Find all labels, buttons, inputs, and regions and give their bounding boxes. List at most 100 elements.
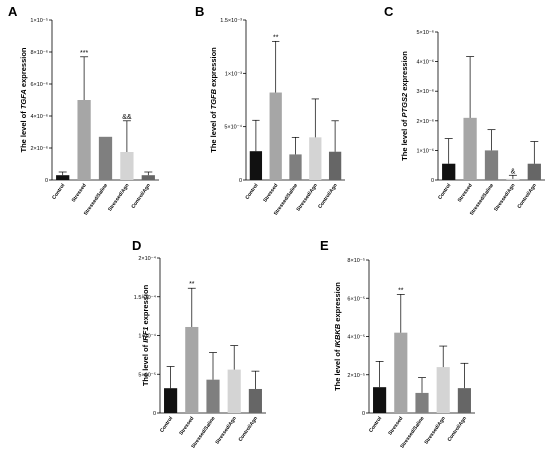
panel-letter: E <box>320 238 329 253</box>
bar-stressed <box>394 332 408 413</box>
y-tick-label: 8×10⁻⁶ <box>30 49 48 56</box>
significance-label: & <box>511 168 516 175</box>
y-axis-title-gene: IKBKB <box>333 323 342 347</box>
bar-control <box>442 163 456 180</box>
y-axis-title: The level of PTGS2 expression <box>400 51 409 161</box>
panel-letter: D <box>132 238 141 253</box>
y-axis-title-gene: PTGS2 <box>400 92 409 117</box>
x-category-label: Control/Agn <box>447 416 468 443</box>
significance-label: *** <box>80 50 88 57</box>
x-category-label: Control/Agn <box>317 183 338 210</box>
y-tick-label: 2×10⁻⁴ <box>138 255 156 262</box>
x-category-label: Stressed/Agn <box>423 416 446 446</box>
y-tick-label: 2×10⁻⁶ <box>416 118 434 125</box>
x-category-label: Stressed/Agn <box>296 183 319 213</box>
y-axis-title-gene: TGFA <box>19 89 28 109</box>
bar-control-agn <box>328 151 342 180</box>
y-tick-label: 6×10⁻⁶ <box>30 81 48 88</box>
bar-stressed <box>269 92 282 180</box>
significance-label: ** <box>398 287 404 294</box>
bar-control-agn <box>248 388 262 413</box>
y-axis-title-prefix: The level of <box>400 117 409 160</box>
y-tick-label: 0 <box>362 411 365 417</box>
y-tick-label: 1×10⁻⁵ <box>30 17 48 24</box>
y-tick-label: 2×10⁻⁵ <box>347 372 365 379</box>
bar-stressed-agn <box>309 137 322 180</box>
x-category-label: Control <box>244 182 259 201</box>
significance-label: && <box>122 114 132 121</box>
bar-stressed-agn <box>227 369 241 413</box>
significance-label: ** <box>273 34 279 41</box>
bar-control <box>164 388 178 413</box>
bar-control-agn <box>141 175 155 180</box>
y-axis-title: The level of TGFB expression <box>209 47 218 153</box>
y-tick-label: 0 <box>239 178 242 184</box>
y-tick-label: 4×10⁻⁵ <box>347 334 365 341</box>
x-category-label: Stressed/Saline <box>469 183 495 217</box>
x-category-label: Stressed/Saline <box>83 183 109 217</box>
bar-stressed <box>463 117 477 180</box>
x-category-label: Stressed <box>457 183 474 204</box>
y-tick-label: 1.5×10⁻⁴ <box>134 294 157 301</box>
y-axis-title-suffix: expression <box>141 284 150 326</box>
chart-panel-d: D The level of IRF1 expression 0 5×10⁻⁵ 1×10… <box>132 238 266 450</box>
bar-stressed-agn <box>506 178 520 180</box>
panel-letter: A <box>8 4 18 19</box>
bar-stressed <box>77 100 91 180</box>
y-tick-label: 5×10⁻⁴ <box>224 124 242 131</box>
y-axis-title-suffix: expression <box>333 282 342 324</box>
y-axis-title-suffix: expression <box>19 47 28 89</box>
x-category-label: Control/Agn <box>130 183 151 210</box>
y-axis-title-gene: TGFB <box>209 88 218 109</box>
chart-panel-a: A The level of TGFA expression 0 2×10⁻⁶ 4×10… <box>8 4 159 217</box>
y-axis-title-gene: IRF1 <box>141 327 150 343</box>
significance-label: ** <box>189 281 195 288</box>
x-category-label: Control <box>159 415 174 434</box>
y-axis-title-prefix: The level of <box>141 343 150 386</box>
chart-panel-b: B The level of TGFB expression 0 5×10⁻⁴ 1×10… <box>195 4 345 217</box>
y-tick-label: 1.5×10⁻³ <box>220 18 242 24</box>
y-axis-title-prefix: The level of <box>209 109 218 152</box>
y-tick-label: 1×10⁻⁶ <box>416 147 434 154</box>
y-tick-label: 6×10⁻⁵ <box>347 295 365 302</box>
bar-stressed <box>185 326 199 413</box>
bar-control-agn <box>457 388 471 413</box>
x-category-label: Control <box>51 182 66 201</box>
y-tick-label: 1×10⁻³ <box>225 71 242 77</box>
x-category-label: Stressed <box>71 183 88 204</box>
y-axis-title: The level of TGFA expression <box>19 47 28 152</box>
y-axis-title-suffix: expression <box>209 47 218 89</box>
x-category-label: Stressed <box>262 183 279 204</box>
y-tick-label: 0 <box>45 178 48 184</box>
y-axis-title-prefix: The level of <box>333 348 342 391</box>
x-category-label: Stressed <box>387 416 404 437</box>
panel-letter: B <box>195 4 204 19</box>
x-category-label: Stressed/Agn <box>214 416 237 446</box>
x-category-label: Stressed/Agn <box>493 183 516 213</box>
panel-letter: C <box>384 4 394 19</box>
y-tick-label: 8×10⁻⁵ <box>347 257 365 264</box>
bar-stressed-agn <box>436 367 450 413</box>
bar-stressed-agn <box>120 152 134 180</box>
x-category-label: Stressed <box>178 416 195 437</box>
bar-control <box>373 387 387 413</box>
y-axis-title-suffix: expression <box>400 51 409 93</box>
y-axis-title: The level of IKBKB expression <box>333 282 342 391</box>
bar-stressed-saline <box>484 150 499 180</box>
bar-stressed-saline <box>206 379 220 413</box>
y-tick-label: 0 <box>153 411 156 417</box>
x-category-label: Control <box>368 415 383 434</box>
bar-stressed-saline <box>289 154 302 180</box>
x-category-label: Control/Agn <box>516 183 537 210</box>
bar-control <box>249 151 263 180</box>
bar-control-agn <box>527 163 541 180</box>
y-tick-label: 5×10⁻⁶ <box>416 29 434 36</box>
chart-panel-e: E The level of IKBKB expression 0 2×10⁻⁵ 4×1… <box>320 238 475 450</box>
x-category-label: Control/Agn <box>238 416 259 443</box>
bar-stressed-saline <box>98 136 113 180</box>
y-tick-label: 4×10⁻⁶ <box>416 59 434 66</box>
y-tick-label: 0 <box>431 178 434 184</box>
x-category-label: Stressed/Agn <box>107 183 130 213</box>
y-tick-label: 4×10⁻⁶ <box>30 113 48 120</box>
